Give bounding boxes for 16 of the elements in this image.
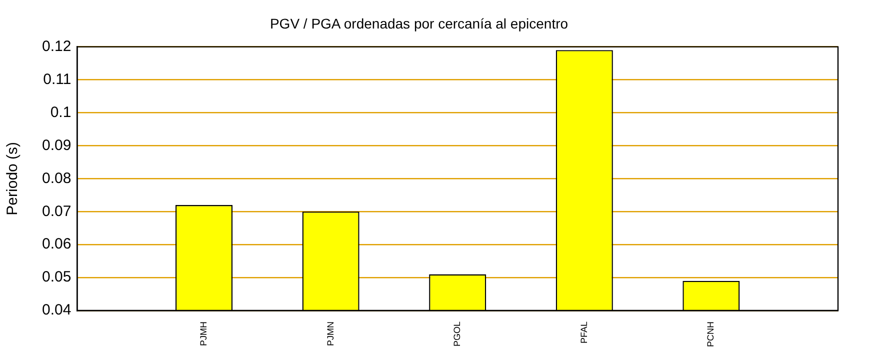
- y-tick-label: 0.06: [42, 236, 72, 253]
- y-tick-label: 0.07: [42, 202, 72, 220]
- y-tick-label: 0.11: [43, 70, 72, 88]
- y-axis-title: Periodo (s): [4, 142, 22, 216]
- x-tick-label: PGOL: [452, 322, 462, 347]
- x-tick-label: PFAL: [578, 322, 589, 344]
- y-tick-label: 0.09: [42, 136, 72, 154]
- y-tick-label: 0.1: [50, 104, 72, 121]
- y-tick-label: 0.04: [42, 302, 72, 319]
- x-tick-label: PJMN: [325, 322, 336, 346]
- y-tick-label: 0.12: [42, 38, 72, 55]
- y-tick-label: 0.05: [42, 268, 72, 286]
- x-tick-label: PCNH: [706, 322, 716, 348]
- chart-title: PGV / PGA ordenadas por cercanía al epicentro: [270, 15, 568, 32]
- x-tick-label: PJMH: [198, 322, 208, 346]
- y-tick-label: 0.08: [42, 170, 72, 187]
